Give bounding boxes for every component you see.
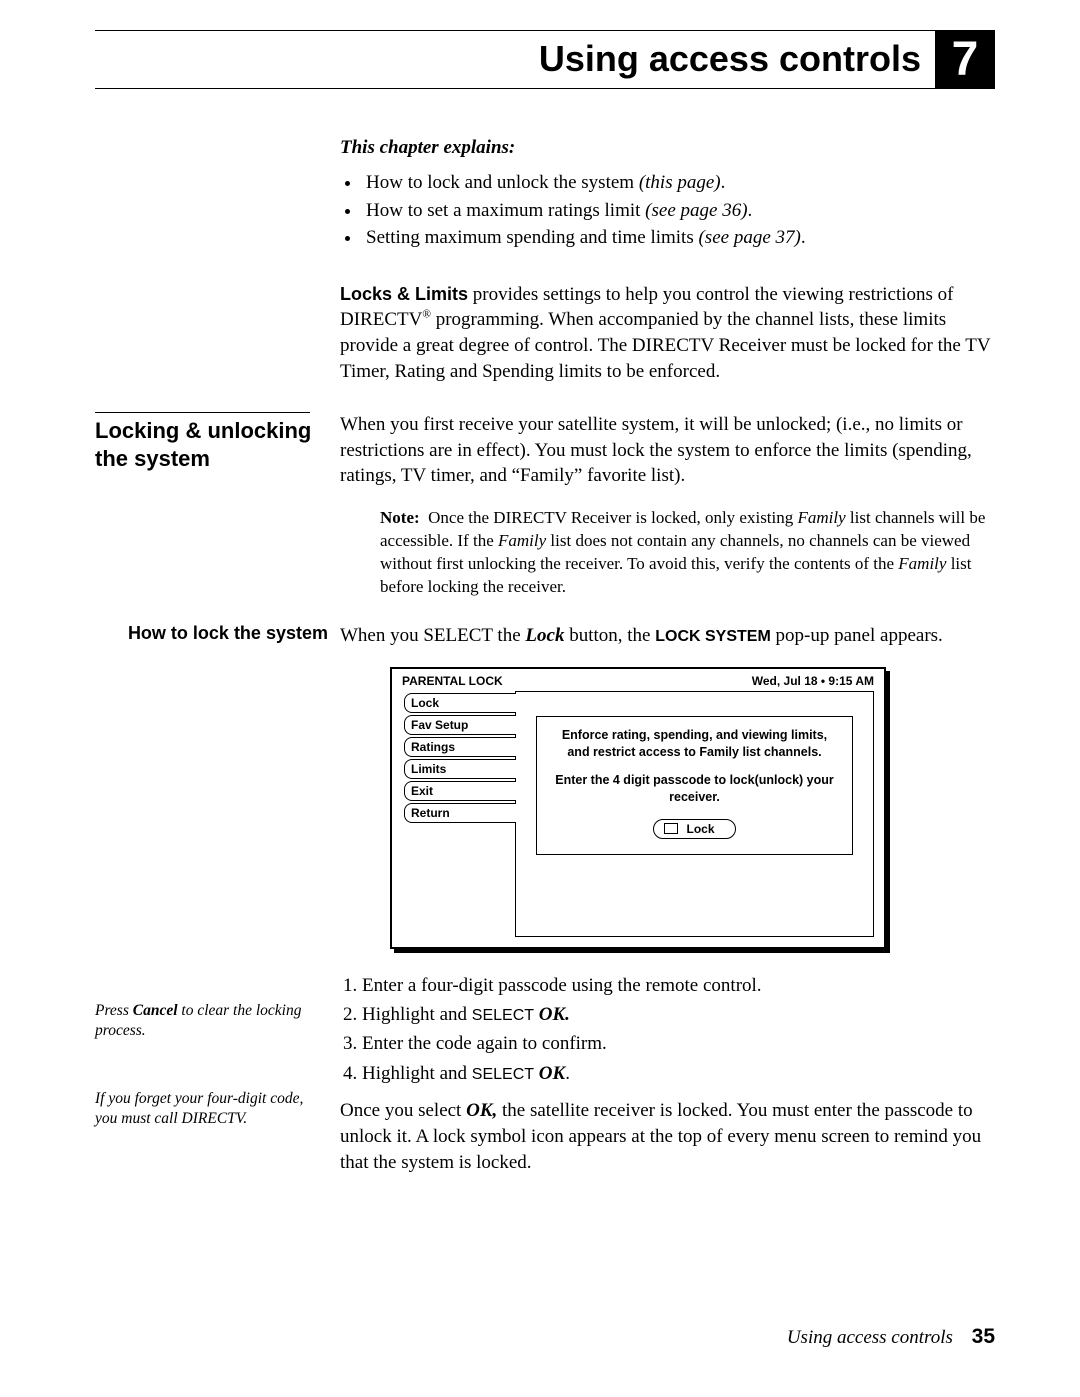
step-item: Enter the code again to confirm. — [362, 1029, 995, 1058]
parental-lock-panel: PARENTAL LOCK Wed, Jul 18 • 9:15 AM Lock… — [390, 667, 995, 949]
intro-paragraph: Locks & Limits provides settings to help… — [340, 282, 995, 385]
subsection-heading: How to lock the system — [95, 623, 328, 644]
closing-paragraph: Once you select OK, the satellite receiv… — [340, 1098, 995, 1175]
panel-tab-exit[interactable]: Exit — [404, 781, 516, 801]
margin-note-cancel: Press Cancel to clear the locking proces… — [95, 1001, 328, 1041]
page-footer: Using access controls 35 — [787, 1325, 995, 1349]
margin-note-forget: If you forget your four-digit code, you … — [95, 1089, 328, 1129]
explains-block: This chapter explains: How to lock and u… — [95, 137, 995, 412]
steps-list: Enter a four-digit passcode using the re… — [340, 971, 995, 1089]
chapter-title: Using access controls — [539, 38, 935, 80]
section-body: When you first receive your satellite sy… — [340, 412, 995, 489]
panel-tab-favsetup[interactable]: Fav Setup — [404, 715, 516, 735]
step-item: Enter a four-digit passcode using the re… — [362, 971, 995, 1000]
panel-title: PARENTAL LOCK — [402, 674, 503, 688]
chapter-number-badge: 7 — [935, 30, 995, 88]
section-heading: Locking & unlocking the system — [95, 417, 328, 472]
panel-tabs: Lock Fav Setup Ratings Limits Exit Retur… — [392, 691, 516, 947]
explains-item: Setting maximum spending and time limits… — [362, 224, 995, 252]
panel-datetime: Wed, Jul 18 • 9:15 AM — [752, 674, 874, 688]
panel-tab-return[interactable]: Return — [404, 803, 516, 823]
step-item: Highlight and SELECT OK. — [362, 1000, 995, 1029]
panel-message-2: Enter the 4 digit passcode to lock(unloc… — [553, 772, 836, 807]
header-rule-bottom — [95, 88, 995, 89]
lock-button[interactable]: Lock — [653, 819, 735, 840]
note-block: Note: Once the DIRECTV Receiver is locke… — [380, 507, 995, 599]
footer-title: Using access controls — [787, 1327, 953, 1348]
panel-tab-ratings[interactable]: Ratings — [404, 737, 516, 757]
step-item: Highlight and SELECT OK. — [362, 1059, 995, 1088]
subsection-body: When you SELECT the Lock button, the LOC… — [340, 623, 995, 649]
steps-block: Press Cancel to clear the locking proces… — [95, 971, 995, 1176]
chapter-header: Using access controls 7 — [95, 30, 995, 88]
explains-item: How to set a maximum ratings limit (see … — [362, 197, 995, 225]
explains-heading: This chapter explains: — [340, 137, 995, 159]
section-locking: Locking & unlocking the system When you … — [95, 412, 995, 617]
lock-button-label: Lock — [686, 821, 714, 838]
panel-message-1: Enforce rating, spending, and viewing li… — [553, 727, 836, 762]
explains-list: How to lock and unlock the system (this … — [340, 169, 995, 252]
panel-titlebar: PARENTAL LOCK Wed, Jul 18 • 9:15 AM — [392, 669, 884, 691]
panel-inner: Enforce rating, spending, and viewing li… — [536, 716, 853, 855]
lock-icon — [664, 823, 678, 834]
footer-page-number: 35 — [972, 1325, 995, 1348]
panel-tab-limits[interactable]: Limits — [404, 759, 516, 779]
panel-tab-lock[interactable]: Lock — [404, 693, 516, 713]
explains-item: How to lock and unlock the system (this … — [362, 169, 995, 197]
subsection-row: How to lock the system When you SELECT t… — [95, 623, 995, 971]
panel-main: Enforce rating, spending, and viewing li… — [515, 691, 874, 937]
section-divider — [95, 412, 310, 413]
page: Using access controls 7 This chapter exp… — [0, 0, 1080, 1397]
